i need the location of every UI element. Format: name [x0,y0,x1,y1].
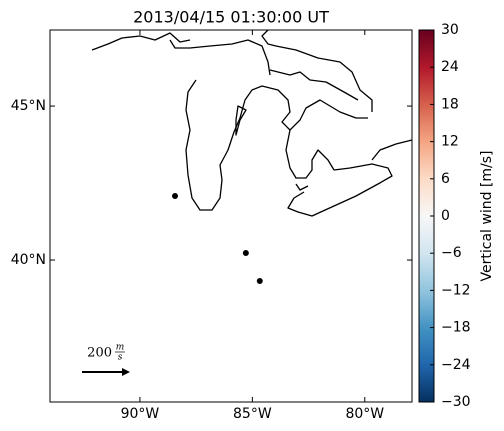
colorbar-tick-label: 24 [441,59,459,75]
colorbar-tick-label: −24 [441,357,471,373]
colorbar-tick-label: −12 [441,282,471,298]
colorbar-label: Vertical wind [m/s] [479,151,495,282]
quiver-key-unit-bottom: s [118,353,123,363]
x-tick-label: 90°W [121,406,160,422]
station-point [242,249,249,256]
map-frame [49,29,413,403]
quiver-key-unit-top: m [116,343,125,353]
station-point [256,277,263,284]
colorbar-tick-label: 0 [441,208,450,224]
colorbar-tick-label: 12 [441,134,459,150]
x-tick-label: 85°W [233,406,272,422]
coastlines [91,29,413,217]
y-tick-label: 40°N [11,252,46,268]
chart-title: 2013/04/15 01:30:00 UT [133,8,329,27]
colorbar-tick-label: −6 [441,245,462,261]
quiver-key-head [122,368,130,376]
y-tick-label: 45°N [11,98,46,114]
colorbar-tick-label: 30 [441,22,459,38]
x-tick-label: 80°W [345,406,384,422]
quiver-key-value: 200 [87,346,112,361]
colorbar-tick-label: −30 [441,394,471,410]
station-point [172,192,179,199]
colorbar-tick-label: 18 [441,96,459,112]
colorbar-tick-label: 6 [441,171,450,187]
colorbar-tick-label: −18 [441,320,471,336]
